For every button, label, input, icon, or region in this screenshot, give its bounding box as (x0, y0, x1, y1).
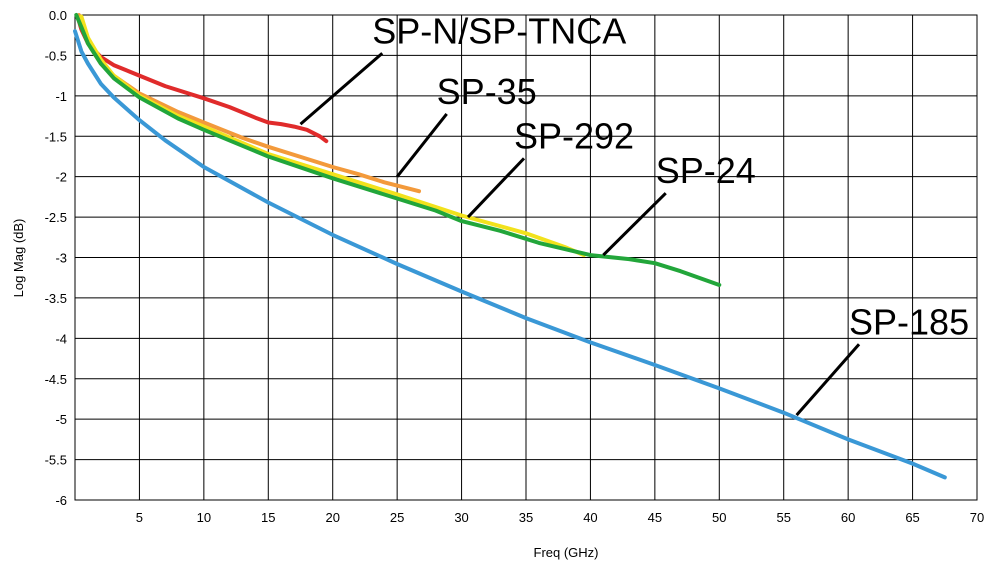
x-tick-label: 5 (136, 510, 143, 525)
y-tick-label: -1 (55, 89, 67, 104)
y-tick-label: -1.5 (45, 129, 67, 144)
annotation-leader-sp-185 (795, 343, 861, 417)
series-line-sp-35 (76, 13, 421, 194)
y-tick-label: -6 (55, 493, 67, 508)
annotation-label-sp-185: SP-185 (849, 301, 969, 342)
x-axis-title: Freq (GHz) (534, 545, 599, 560)
annotation-leader-sp-n-sp-tnca (299, 52, 384, 126)
y-tick-label: -2.5 (45, 210, 67, 225)
x-tick-label: 20 (325, 510, 339, 525)
x-tick-label: 55 (776, 510, 790, 525)
y-tick-label: -4 (55, 331, 67, 346)
y-tick-label: -2 (55, 170, 67, 185)
y-axis-title: Log Mag (dB) (11, 219, 26, 298)
series-layer (73, 13, 947, 480)
y-tick-label: -3 (55, 251, 67, 266)
x-tick-label: 15 (261, 510, 275, 525)
y-tick-label: -5.5 (45, 453, 67, 468)
x-tick-label: 10 (197, 510, 211, 525)
annotation-leader-sp-24 (602, 192, 667, 257)
plot-frame (74, 14, 978, 501)
series-line-sp-292 (79, 14, 586, 258)
x-tick-label: 40 (583, 510, 597, 525)
annotation-leader-sp-292 (466, 157, 526, 219)
y-tick-label: -5 (55, 412, 67, 427)
annotation-label-sp-292: SP-292 (514, 115, 634, 156)
y-tick-label: 0.0 (49, 8, 67, 23)
series-line-sp-24 (74, 13, 722, 287)
x-tick-label: 25 (390, 510, 404, 525)
annotation-leader-sp-35 (395, 112, 448, 178)
x-tick-label: 60 (841, 510, 855, 525)
y-tick-label: -4.5 (45, 372, 67, 387)
x-tick-label: 35 (519, 510, 533, 525)
annotation-label-sp-35: SP-35 (437, 71, 537, 112)
y-tick-label: -0.5 (45, 48, 67, 63)
x-tick-label: 65 (905, 510, 919, 525)
annotation-label-sp-n-sp-tnca: SP-N/SP-TNCA (372, 10, 626, 51)
x-tick-label: 70 (970, 510, 984, 525)
x-tick-label: 50 (712, 510, 726, 525)
series-line-sp-185 (73, 29, 947, 480)
y-tick-label: -3.5 (45, 291, 67, 306)
tick-layer: 5 10 15 20 25 30 35 40 45 50 55 60 65 70 0.0 -0.5 -1 -1.5… (45, 8, 985, 525)
x-tick-label: 30 (454, 510, 468, 525)
x-tick-label: 45 (648, 510, 662, 525)
annotation-label-sp-24: SP-24 (656, 150, 756, 191)
